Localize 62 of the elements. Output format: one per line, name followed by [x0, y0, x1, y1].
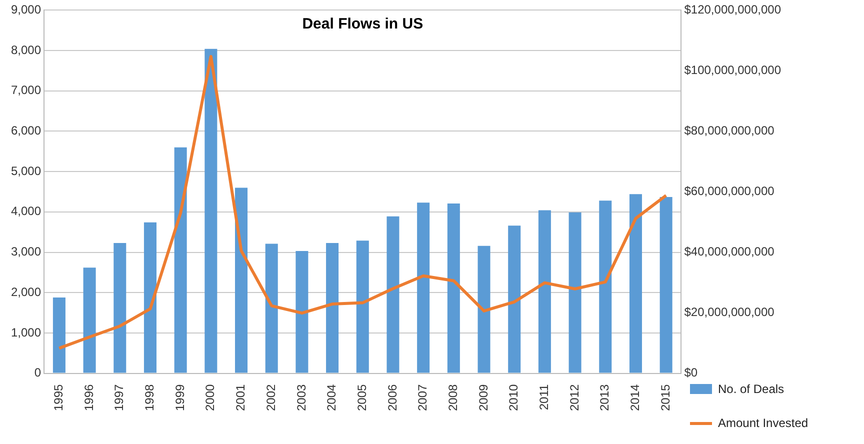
y-tick-label: 9,000: [11, 2, 42, 17]
bar: [508, 226, 521, 373]
y-tick-label: 5,000: [11, 164, 42, 178]
bar: [447, 203, 460, 373]
y2-tick-label: $100,000,000,000: [684, 63, 782, 78]
x-tick-label: 1995: [52, 384, 66, 412]
bar: [326, 242, 339, 373]
y-tick-label: 1,000: [11, 325, 42, 340]
x-tick-label: 2009: [476, 384, 490, 412]
bar: [356, 240, 369, 373]
y2-tick-label: $20,000,000,000: [684, 305, 775, 320]
x-tick-label: 2013: [598, 384, 612, 412]
bar: [235, 188, 248, 373]
chart-title: Deal Flows in US: [302, 15, 424, 32]
y2-tick-label: $80,000,000,000: [684, 124, 775, 138]
y-tick-label: 0: [34, 366, 42, 380]
x-tick-label: 2008: [446, 384, 460, 412]
x-tick-label: 2003: [294, 384, 308, 412]
x-tick-label: 2006: [385, 384, 400, 412]
bar: [265, 244, 278, 373]
bar: [204, 48, 218, 373]
x-tick-label: 2014: [628, 384, 642, 412]
x-tick-label: 2002: [264, 384, 278, 412]
x-tick-label: 2011: [537, 384, 552, 410]
x-tick-label: 1998: [142, 384, 157, 412]
bar: [386, 216, 400, 373]
y2-tick-label: $60,000,000,000: [684, 184, 775, 198]
bar: [660, 196, 672, 373]
bar: [114, 242, 126, 373]
y2-tick-label: $120,000,000,000: [684, 2, 782, 17]
y-tick-label: 6,000: [11, 124, 42, 138]
x-tick-label: 1997: [112, 384, 126, 412]
x-tick-label: 2004: [324, 384, 339, 412]
y-tick-label: 3,000: [11, 244, 42, 259]
legend-label: No. of Deals: [718, 382, 784, 396]
y-tick-label: 7,000: [11, 83, 42, 98]
y-tick-label: 2,000: [11, 284, 42, 299]
x-tick-label: 1996: [82, 384, 96, 412]
y-tick-label: 8,000: [11, 42, 42, 57]
x-tick-label: 2007: [416, 384, 430, 412]
bar: [599, 200, 612, 373]
y-tick-label: 4,000: [11, 204, 42, 218]
bar: [296, 251, 308, 373]
x-tick-label: 1999: [172, 384, 187, 412]
x-tick-label: 2015: [658, 384, 672, 412]
bar: [538, 210, 551, 373]
x-tick-label: 2000: [203, 384, 218, 412]
bar: [174, 147, 187, 373]
bar: [478, 246, 490, 373]
bar: [417, 202, 430, 373]
bar: [629, 194, 642, 373]
bar: [144, 222, 156, 373]
y2-tick-label: $0: [684, 366, 698, 380]
bar: [568, 212, 582, 373]
bar: [52, 297, 66, 373]
x-tick-label: 2001: [234, 384, 248, 412]
bar: [83, 268, 96, 373]
x-tick-label: 2012: [567, 384, 582, 412]
legend-label: Amount Invested: [718, 416, 808, 430]
y2-tick-label: $40,000,000,000: [684, 244, 775, 259]
x-tick-label: 2005: [354, 384, 369, 412]
x-tick-label: 2010: [506, 384, 521, 412]
